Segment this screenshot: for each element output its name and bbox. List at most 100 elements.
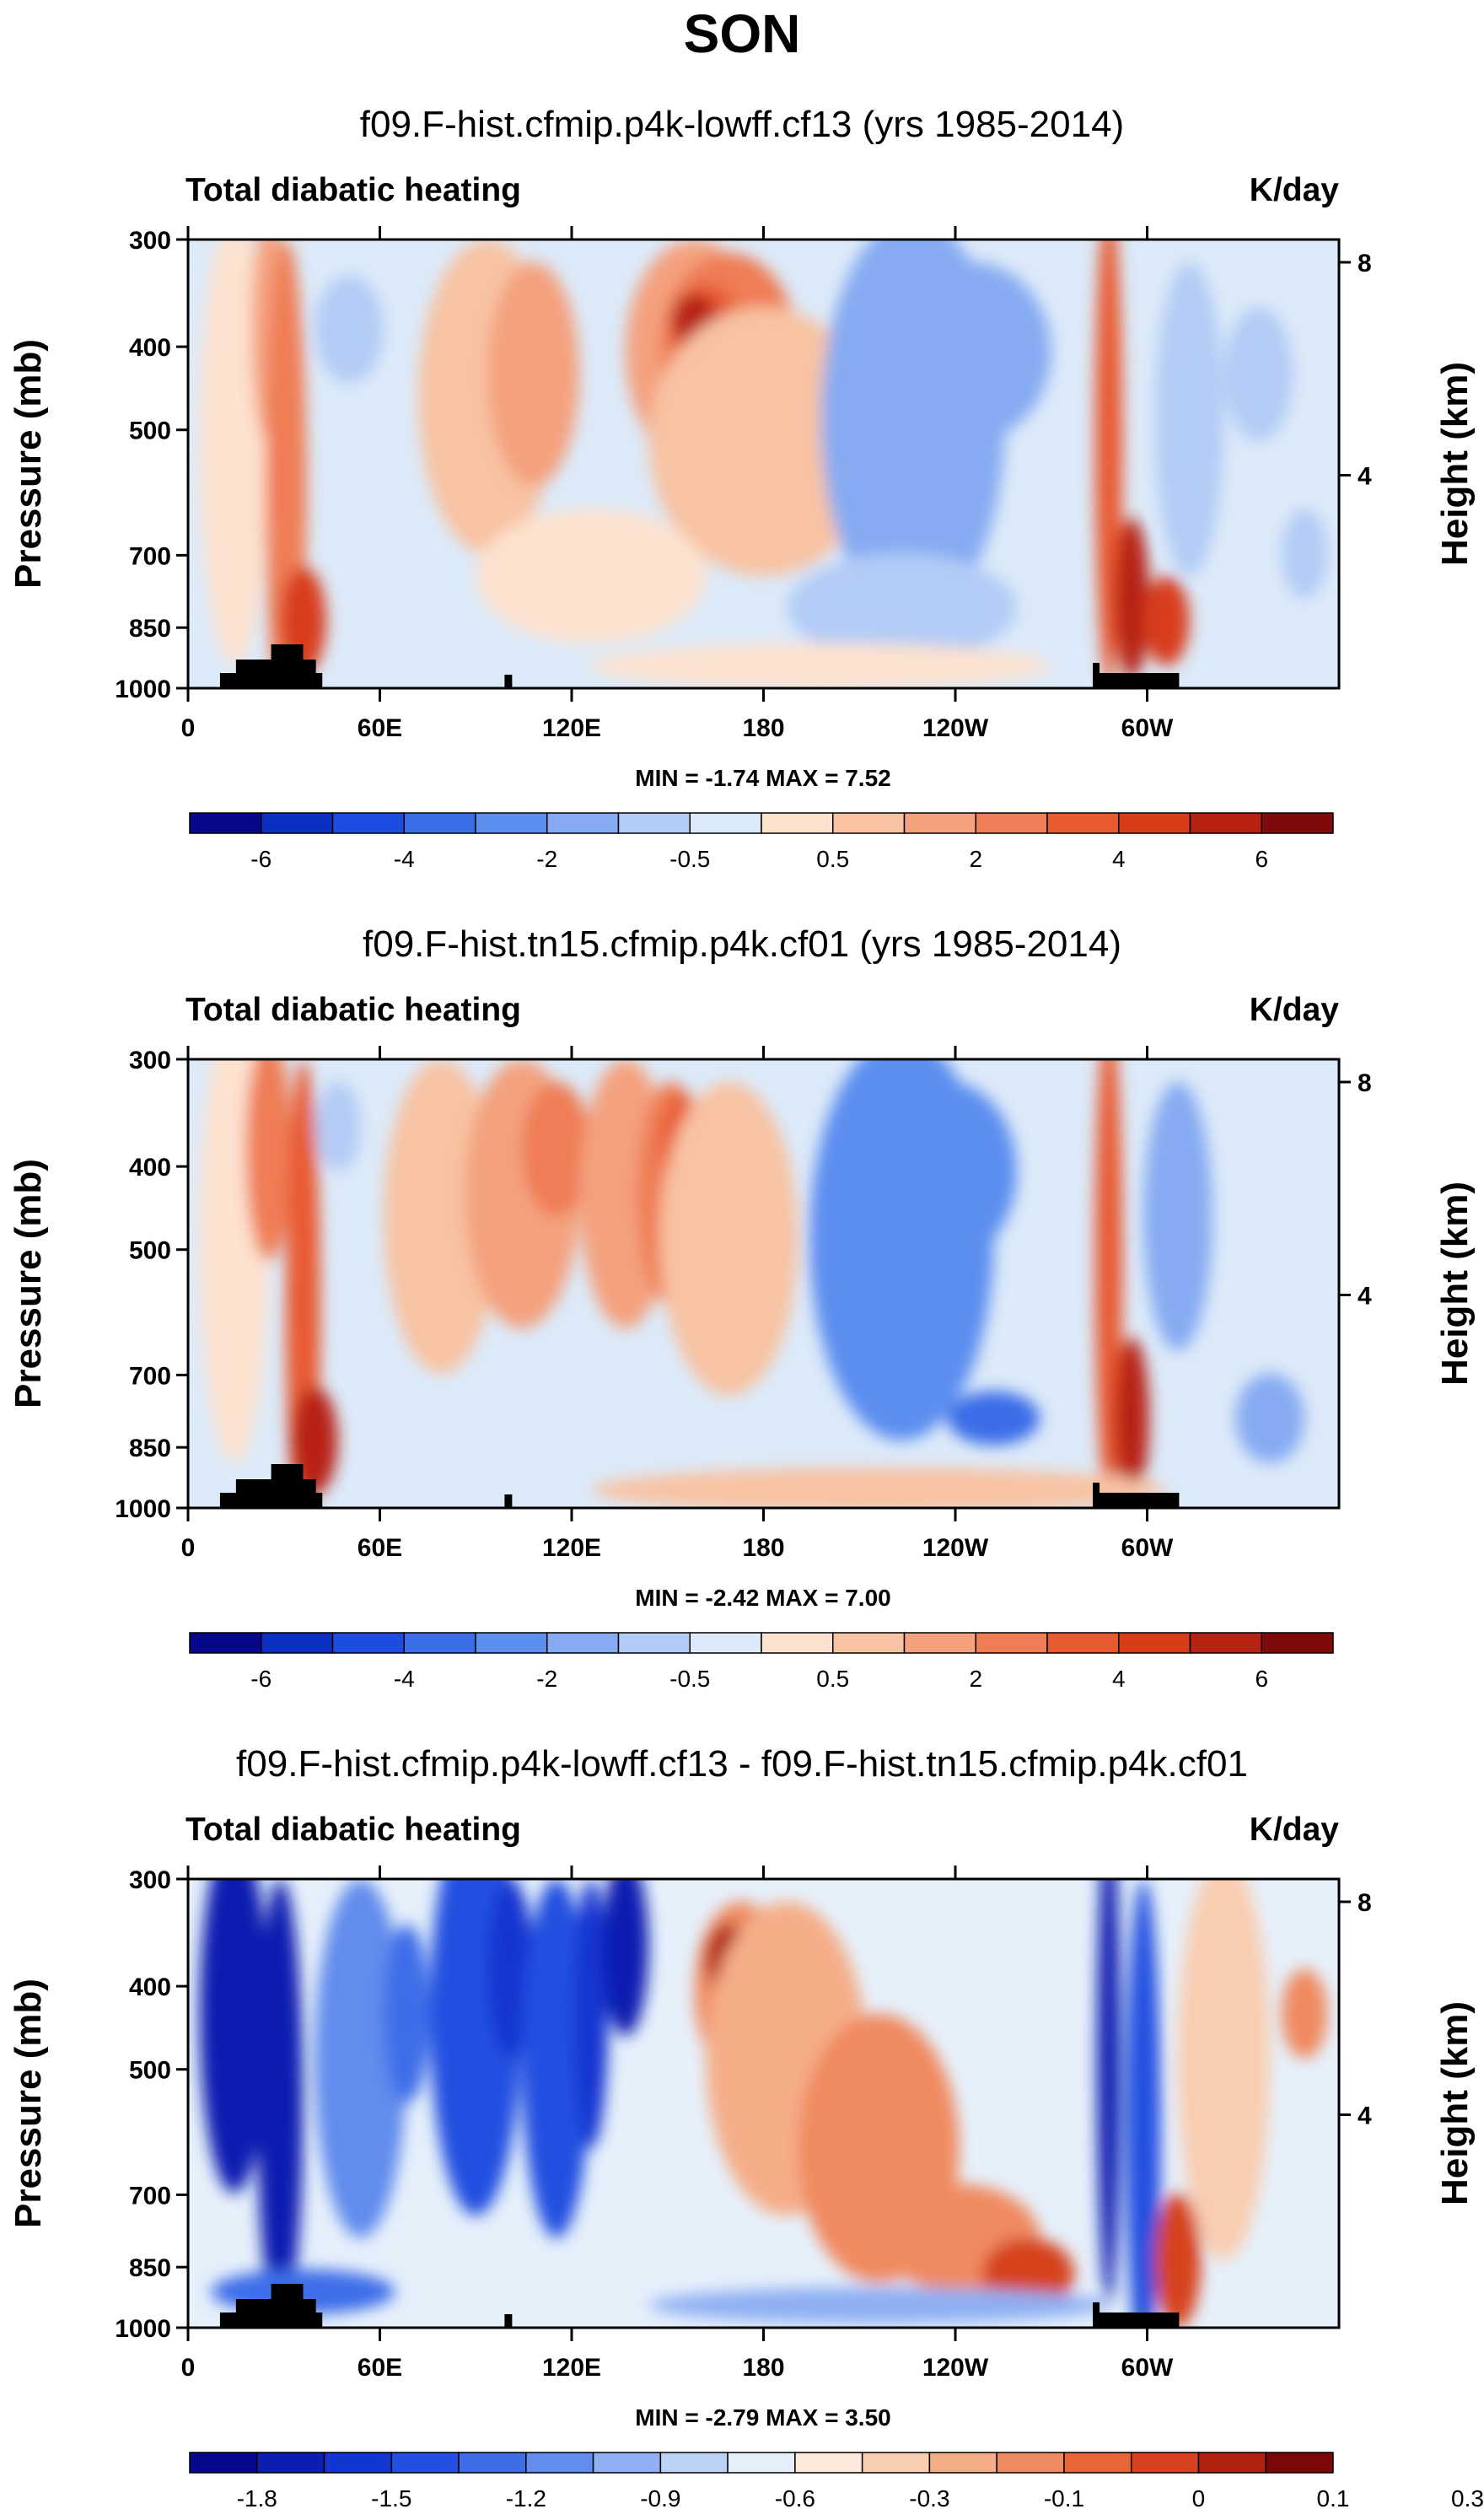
colorbar-label: -2 [536,846,557,872]
colorbar-label: 2 [969,846,982,872]
pressure-tick-label: 500 [129,1237,171,1265]
min-max-readout: MIN = -1.74 MAX = 7.52 [635,765,890,791]
pressure-tick-label: 400 [129,334,171,362]
colorbar-bin [1261,1632,1334,1654]
pressure-tick-label: 850 [129,2254,171,2282]
lon-tick-label: 180 [742,714,784,742]
height-axis-label: Height (km) [1434,362,1476,566]
colorbar-bin [761,812,834,834]
heatmap-field [188,1059,1339,1508]
colorbar-label: -0.3 [909,2485,949,2509]
colorbar-bin [403,812,476,834]
terrain-andes [1093,2302,1100,2312]
lon-tick-label: 120E [542,714,601,742]
terrain-andes [1093,1483,1100,1493]
colorbar-bin [1189,1632,1262,1654]
field-patch [315,1879,407,2238]
colorbar-bin [903,812,976,834]
colorbar-bin [832,1632,906,1654]
colorbar-bin [996,2452,1065,2474]
lon-tick-label: 60E [358,2354,402,2382]
colorbar-bin [475,812,548,834]
lon-tick-label: 120W [922,2354,989,2382]
pressure-tick-label: 700 [129,2182,171,2210]
pressure-tick-label: 300 [129,227,171,255]
colorbar-bin [390,2452,460,2474]
field-patch [602,1879,648,2037]
colorbar-label: -4 [394,846,415,872]
colorbar: -6 -4 -2 -0.5 0.5 2 4 6 [189,812,1334,872]
field-patch [1126,1879,1161,2328]
colorbar-label: 0.5 [816,1666,849,1692]
field-patch [1281,1968,1328,2059]
colorbar-label: -1.2 [506,2485,546,2509]
field-patch [1143,1081,1212,1351]
colorbar-bin [1265,2452,1334,2474]
heatmap-field [188,1879,1339,2328]
colorbar-label: -4 [394,1666,415,1692]
pressure-tick-label: 850 [129,1435,171,1462]
field-patch [1114,1337,1149,1499]
panel-title: f09.F-hist.tn15.cfmip.p4k.cf01 (yrs 1985… [363,923,1121,965]
units-label: K/day [1250,1812,1340,1848]
panel-1: f09.F-hist.cfmip.p4k-lowff.cf13 (yrs 198… [8,104,1476,872]
field-patch [1281,509,1328,599]
field-patch [521,1081,591,1217]
colorbar-label: 0 [1192,2485,1206,2509]
colorbar-bin [592,2452,662,2474]
variable-label: Total diabatic heating [186,1812,521,1848]
height-tick-label: 4 [1358,1283,1372,1311]
lon-tick-label: 180 [742,2354,784,2382]
lon-tick-label: 0 [181,2354,196,2382]
terrain-mask [219,1464,1180,1508]
terrain-himalaya [504,2314,513,2328]
terrain-andes [1093,673,1180,688]
lon-tick-label: 60W [1121,2354,1174,2382]
colorbar-label: -0.1 [1044,2485,1084,2509]
terrain-andes [1093,663,1100,673]
pressure-tick-label: 1000 [115,676,171,703]
colorbar-bin [475,1632,548,1654]
colorbar-bin [458,2452,527,2474]
pressure-axis-label: Pressure (mb) [8,1159,49,1408]
panel-2: f09.F-hist.tn15.cfmip.p4k.cf01 (yrs 1985… [8,923,1476,1692]
variable-label: Total diabatic heating [186,992,521,1028]
field-patch [256,1879,304,2328]
lon-tick-label: 180 [742,1534,784,1562]
colorbar-bin [323,2452,393,2474]
colorbar-bin [689,1632,762,1654]
pressure-tick-label: 500 [129,417,171,445]
colorbar-bin [261,812,334,834]
colorbar-bin [794,2452,863,2474]
colorbar-label: 4 [1112,1666,1126,1692]
panel-title: f09.F-hist.cfmip.p4k-lowff.cf13 - f09.F-… [236,1743,1248,1785]
height-tick-label: 8 [1358,250,1372,277]
pressure-tick-label: 400 [129,1973,171,2001]
terrain-africa [271,2284,304,2299]
colorbar-bin [331,812,405,834]
lon-tick-label: 120E [542,1534,601,1562]
field-patch [573,1879,609,2149]
field-patch [199,1879,269,2194]
pressure-axis-label: Pressure (mb) [8,1979,49,2228]
lon-tick-label: 60W [1121,714,1174,742]
colorbar-bin [189,1632,262,1654]
colorbar-bin [617,1632,691,1654]
colorbar-bin [1046,1632,1120,1654]
colorbar-label: -0.5 [669,1666,710,1692]
colorbar-label: -6 [250,846,272,872]
colorbar-bin [617,812,691,834]
field-patch [1143,576,1190,666]
pressure-tick-label: 850 [129,615,171,643]
terrain-andes [1093,2312,1180,2328]
terrain-africa [219,673,323,688]
field-patch [1177,1879,1271,2261]
height-tick-label: 8 [1358,1889,1372,1917]
field-patch [1235,1373,1305,1463]
lon-tick-label: 120W [922,714,989,742]
lon-tick-label: 0 [181,1534,196,1562]
field-patch [1154,261,1224,576]
field-patch [521,1879,591,2238]
lon-tick-label: 120E [542,2354,601,2382]
field-patch [1154,2193,1202,2328]
